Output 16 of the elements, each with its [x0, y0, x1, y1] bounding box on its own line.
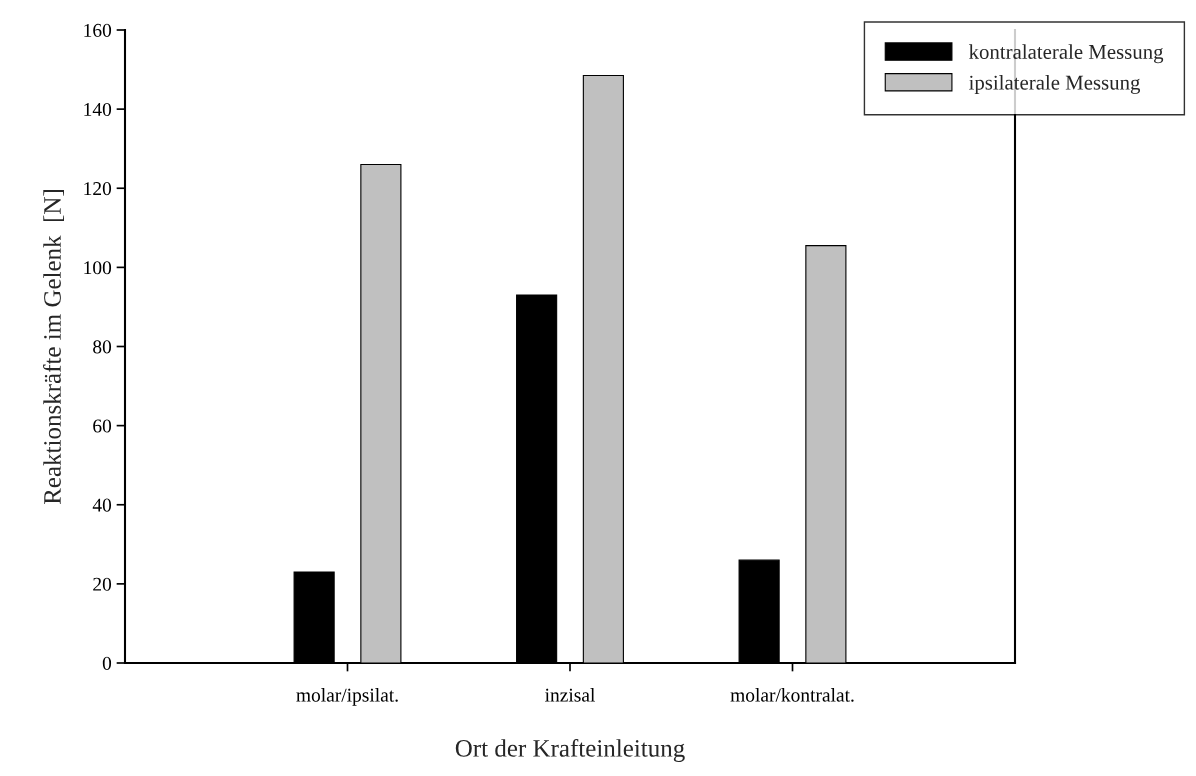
y-tick-label: 120: [84, 182, 112, 196]
x-axis-title: Ort der Krafteinleitung: [455, 738, 685, 762]
y-tick-label: 100: [84, 261, 112, 275]
x-tick-label: molar/kontralat.: [730, 688, 854, 702]
x-tick-label: molar/ipsilat.: [296, 688, 398, 706]
legend-label: kontralaterale Messung: [968, 44, 1164, 64]
legend-label: ipsilaterale Messung: [969, 75, 1141, 94]
y-tick-label: 40: [92, 498, 112, 512]
y-tick-label: 20: [93, 577, 112, 591]
y-tick-label: 140: [84, 102, 112, 117]
y-tick-label: 0: [102, 656, 112, 670]
x-tick-label: inzisal: [545, 688, 595, 702]
y-axis-title: Reaktionskräfte im Gelenk [N]: [43, 190, 64, 505]
y-tick-label: 80: [93, 340, 112, 354]
y-tick-label: 160: [84, 23, 112, 37]
y-tick-label: 60: [93, 419, 112, 433]
